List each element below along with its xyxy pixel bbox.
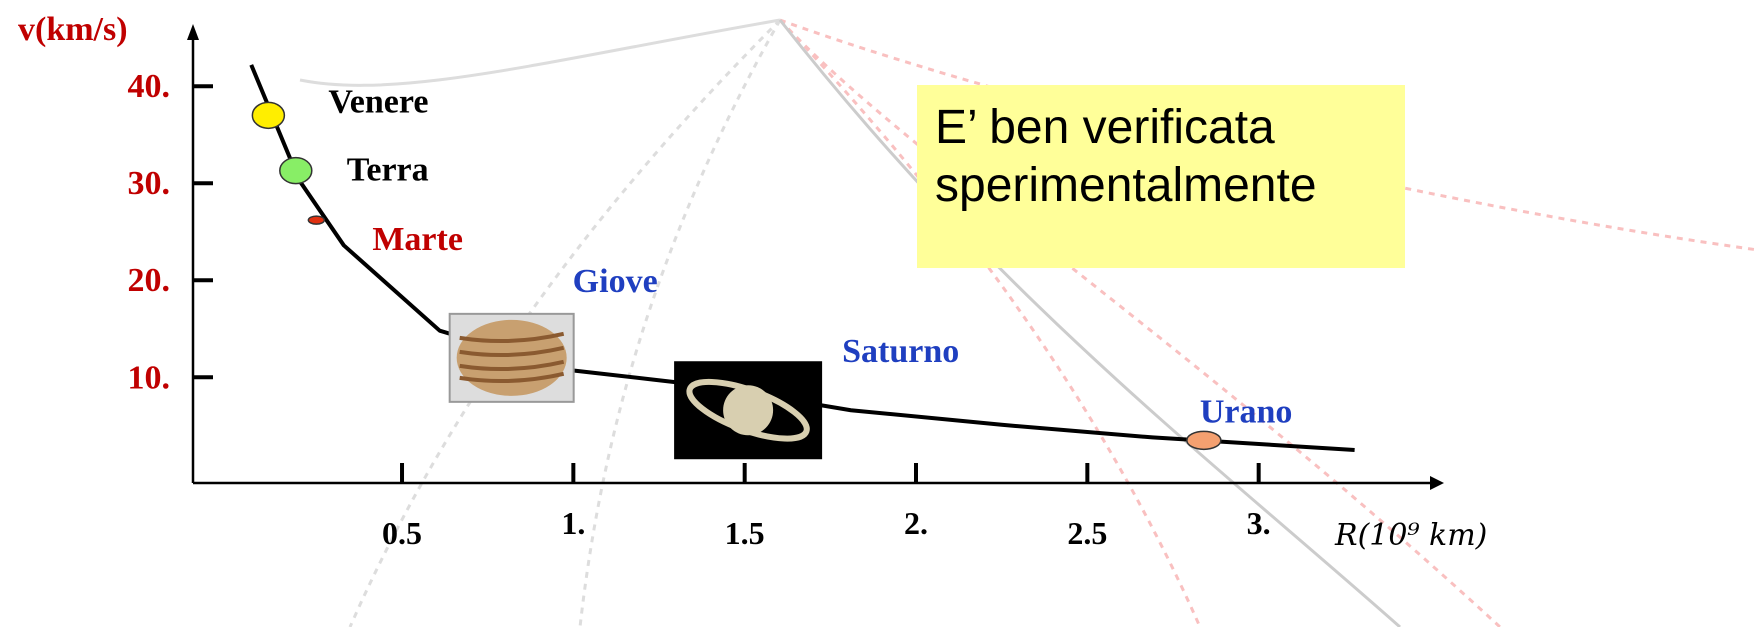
background-tracks [299, 18, 1758, 627]
x-tick-label: 2.5 [1067, 515, 1107, 551]
x-axis-label: R(10⁹ km) [1334, 518, 1487, 553]
planet-label: Marte [372, 221, 463, 258]
planet-label: Venere [328, 83, 428, 120]
planet-label: Giove [573, 263, 658, 300]
y-tick-label: 30. [128, 165, 171, 202]
band [459, 371, 565, 384]
planet-label: Terra [347, 152, 429, 189]
y-tick-label: 20. [128, 262, 171, 299]
y-tick-label: 10. [128, 359, 171, 396]
planet-label: Urano [1200, 393, 1293, 430]
curve [249, 64, 1355, 453]
x-tick-label: 1.5 [725, 515, 765, 551]
x-tick-label: 3. [1247, 505, 1271, 541]
y-tick-label: 40. [128, 68, 171, 105]
band [459, 345, 565, 358]
planet [456, 319, 567, 396]
x-arrow [1430, 476, 1444, 490]
x-tick-label: 1. [561, 505, 585, 541]
planet-label: Saturno [842, 333, 959, 370]
annotation: E’ ben verificata sperimentalmente [917, 85, 1405, 268]
planet-marker [307, 215, 326, 225]
band [459, 359, 565, 372]
planet-marker [279, 156, 313, 185]
planet-marker [251, 101, 286, 130]
planet-marker [1186, 430, 1222, 451]
x-tick-label: 0.5 [382, 515, 422, 551]
planet-image [448, 312, 575, 403]
band [459, 331, 565, 344]
y-arrow [187, 24, 199, 40]
planet-image [674, 361, 823, 460]
planet [723, 385, 774, 436]
x-tick-label: 2. [904, 505, 928, 541]
y-axis-label: v(km/s) [18, 11, 128, 48]
